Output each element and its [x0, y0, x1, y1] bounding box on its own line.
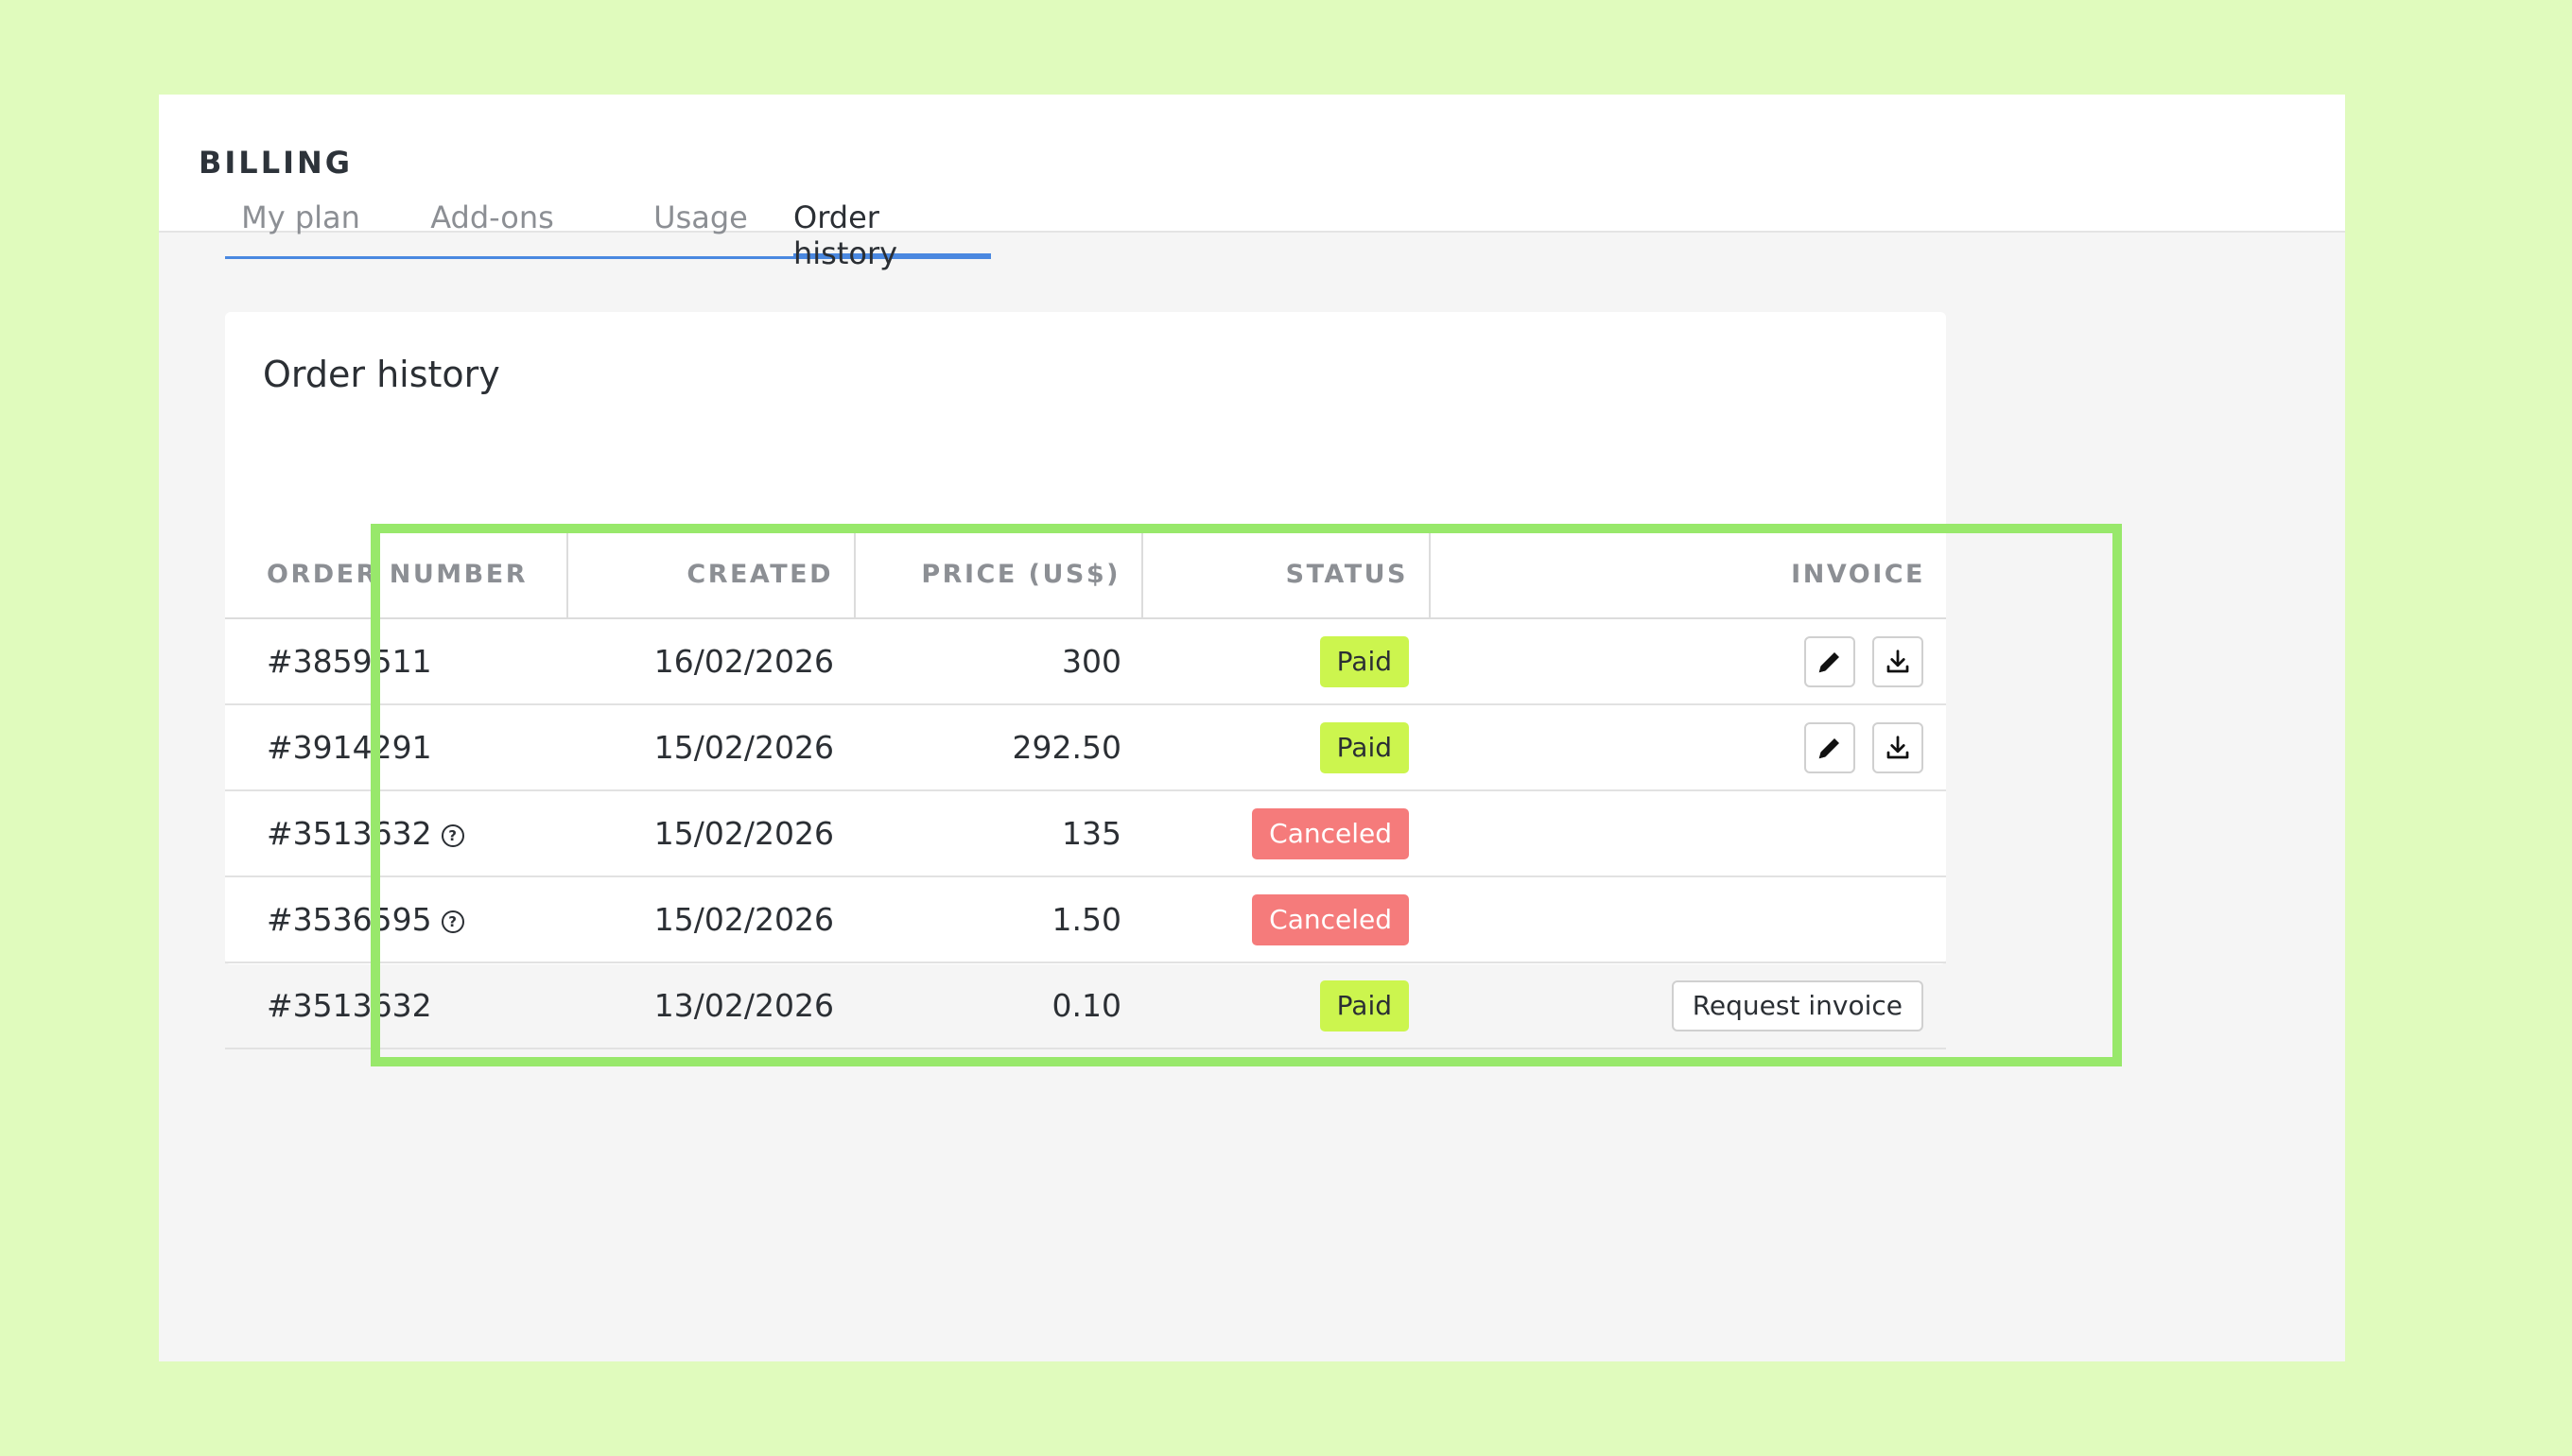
column-header-order-number: ORDER NUMBER: [225, 531, 568, 619]
status-cell: Canceled: [1142, 790, 1430, 877]
table-row: #3914291 15/02/2026 292.50 Paid: [225, 704, 1946, 791]
created-cell: 15/02/2026: [567, 876, 855, 963]
status-cell: Paid: [1142, 962, 1430, 1049]
price-cell: 135: [855, 790, 1142, 877]
billing-tabs: My plan Add-ons Usage Order history: [225, 199, 991, 271]
status-badge: Paid: [1319, 721, 1409, 773]
order-number: #3513632: [267, 987, 432, 1024]
order-history-table: ORDER NUMBER CREATED PRICE (US$) STATUS …: [225, 531, 1946, 1049]
price-cell: 292.50: [855, 704, 1142, 791]
status-badge: Canceled: [1252, 893, 1409, 945]
pencil-icon: [1816, 734, 1844, 762]
status-badge: Paid: [1319, 635, 1409, 687]
tab-order-history[interactable]: Order history: [793, 199, 991, 271]
status-badge: Paid: [1319, 979, 1409, 1031]
invoice-cell: [1430, 618, 1946, 705]
order-number-cell: #3914291: [225, 704, 567, 791]
created-cell: 15/02/2026: [567, 790, 855, 877]
download-invoice-button[interactable]: [1872, 721, 1923, 773]
table-row: #3859511 16/02/2026 300 Paid: [225, 618, 1946, 705]
download-icon: [1884, 734, 1912, 762]
table-body: #3859511 16/02/2026 300 Paid #3914291 15/02/2…: [225, 618, 1946, 1049]
column-header-created: CREATED: [567, 531, 856, 619]
column-header-price: PRICE (US$): [855, 531, 1143, 619]
tab-add-ons[interactable]: Add-ons: [430, 199, 554, 235]
pencil-icon: [1816, 648, 1844, 676]
invoice-cell: Request invoice: [1430, 962, 1946, 1049]
card-title: Order history: [263, 354, 500, 395]
created-cell: 13/02/2026: [567, 962, 855, 1049]
invoice-cell: [1430, 790, 1946, 877]
price-cell: 1.50: [855, 876, 1142, 963]
download-icon: [1884, 648, 1912, 676]
invoice-cell: [1430, 876, 1946, 963]
order-number-cell: #3513632: [225, 962, 567, 1049]
table-row: #3513632 13/02/2026 0.10 Paid Request invoic…: [225, 962, 1946, 1049]
column-header-invoice: INVOICE: [1430, 531, 1946, 619]
table-row: #3513632? 15/02/2026 135 Canceled: [225, 790, 1946, 877]
status-cell: Canceled: [1142, 876, 1430, 963]
edit-invoice-button[interactable]: [1804, 721, 1855, 773]
page-header: BILLING: [159, 95, 2345, 233]
order-number: #3536595: [267, 901, 432, 938]
status-cell: Paid: [1142, 618, 1430, 705]
table-row: #3536595? 15/02/2026 1.50 Canceled: [225, 876, 1946, 963]
created-cell: 15/02/2026: [567, 704, 855, 791]
help-icon[interactable]: ?: [441, 824, 464, 847]
order-number-cell: #3513632?: [225, 790, 567, 877]
page-title: BILLING: [199, 145, 354, 181]
status-badge: Canceled: [1252, 807, 1409, 859]
created-cell: 16/02/2026: [567, 618, 855, 705]
invoice-cell: [1430, 704, 1946, 791]
help-icon[interactable]: ?: [441, 910, 464, 933]
tab-my-plan[interactable]: My plan: [241, 199, 360, 235]
order-number-cell: #3536595?: [225, 876, 567, 963]
download-invoice-button[interactable]: [1872, 635, 1923, 687]
order-number: #3914291: [267, 729, 432, 766]
tab-usage[interactable]: Usage: [653, 199, 748, 235]
order-number-cell: #3859511: [225, 618, 567, 705]
edit-invoice-button[interactable]: [1804, 635, 1855, 687]
table-header-row: ORDER NUMBER CREATED PRICE (US$) STATUS …: [225, 531, 1946, 619]
status-cell: Paid: [1142, 704, 1430, 791]
price-cell: 300: [855, 618, 1142, 705]
column-header-status: STATUS: [1142, 531, 1431, 619]
request-invoice-button[interactable]: Request invoice: [1671, 979, 1923, 1031]
order-number: #3513632: [267, 815, 432, 852]
order-history-card: Order history ORDER NUMBER CREATED PRICE…: [225, 312, 1946, 1049]
price-cell: 0.10: [855, 962, 1142, 1049]
order-number: #3859511: [267, 643, 432, 680]
